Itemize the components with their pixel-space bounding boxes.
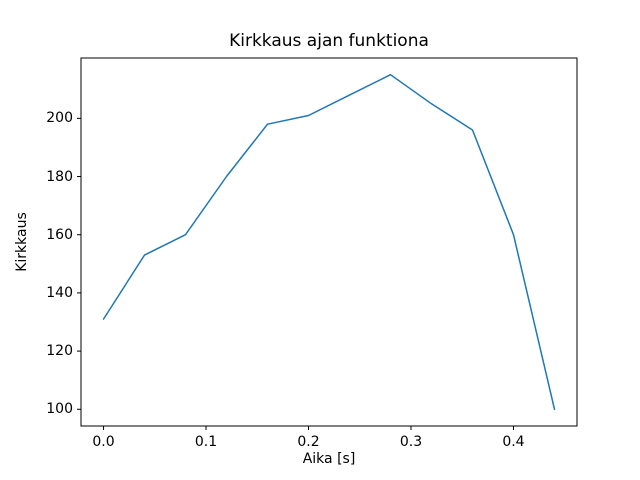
y-tick-label: 160 <box>46 226 73 243</box>
x-axis-label: Aika [s] <box>302 451 356 467</box>
y-tick-label: 120 <box>46 343 73 360</box>
x-tick-label: 0.2 <box>297 434 320 450</box>
x-tick-label: 0.1 <box>194 434 218 450</box>
y-tick-label: 140 <box>46 284 73 301</box>
x-tick-label: 0.0 <box>92 434 115 450</box>
y-axis-label: Kirkkaus <box>14 212 30 272</box>
y-tick-label: 180 <box>46 168 73 185</box>
data-line <box>102 73 556 411</box>
chart-title: Kirkkaus ajan funktiona <box>229 31 429 51</box>
y-tick-label: 200 <box>46 110 73 127</box>
x-tick-label: 0.4 <box>502 434 525 450</box>
plot-frame <box>80 57 578 427</box>
x-tick-label: 0.3 <box>399 434 423 450</box>
y-tick-label: 100 <box>46 401 73 418</box>
